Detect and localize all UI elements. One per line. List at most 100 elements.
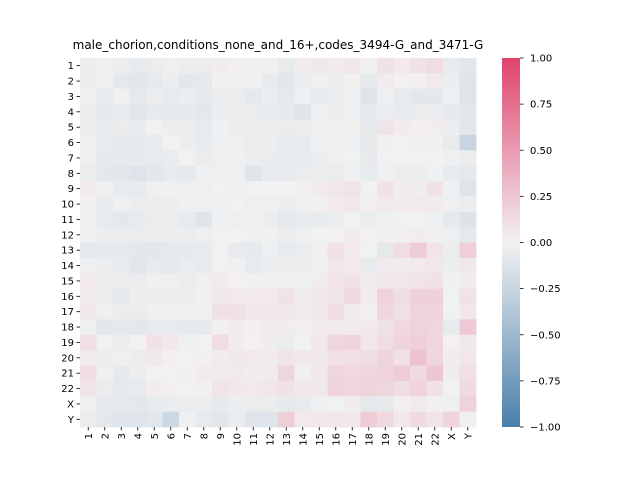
heatmap-cell: [129, 350, 147, 366]
colorbar-tick-label: 0.50: [530, 146, 552, 157]
heatmap-cell: [377, 134, 394, 151]
heatmap-cell: [360, 380, 378, 397]
heatmap-cell: [113, 334, 130, 351]
x-tick-label: X: [447, 433, 458, 440]
heatmap-cell: [212, 196, 229, 213]
colorbar: [502, 58, 520, 427]
heatmap-cell: [162, 58, 180, 74]
heatmap-cell: [360, 350, 378, 366]
x-tick-label: Y: [463, 432, 474, 440]
heatmap-cell: [311, 227, 328, 243]
heatmap-cell: [195, 334, 213, 351]
heatmap-cell: [129, 181, 147, 197]
heatmap-cell: [443, 288, 460, 305]
heatmap-cell: [179, 273, 196, 290]
heatmap-cell: [410, 380, 427, 397]
heatmap-cell: [311, 319, 328, 336]
heatmap-cell: [162, 119, 180, 136]
heatmap-cell: [245, 165, 262, 182]
heatmap-cell: [129, 365, 147, 382]
heatmap-cell: [410, 411, 427, 428]
heatmap-cell: [344, 411, 361, 428]
y-tick-label: 21: [61, 369, 74, 380]
heatmap-cell: [245, 365, 262, 382]
heatmap-cell: [179, 396, 196, 413]
heatmap-cell: [113, 319, 130, 336]
heatmap-cell: [443, 396, 460, 413]
heatmap-cell: [212, 411, 229, 428]
heatmap-cell: [96, 181, 114, 197]
heatmap-cell: [294, 119, 312, 136]
x-tick-label: 9: [216, 433, 227, 439]
y-tick-label: 20: [61, 353, 74, 364]
heatmap-cell: [311, 411, 328, 428]
x-tick-label: 10: [232, 433, 243, 446]
heatmap-cell: [393, 411, 411, 428]
heatmap-cell: [195, 181, 213, 197]
heatmap-cell: [228, 380, 246, 397]
heatmap-cell: [327, 227, 345, 243]
heatmap-cell: [146, 119, 163, 136]
heatmap-cell: [459, 104, 477, 120]
heatmap-cell: [96, 365, 114, 382]
heatmap-cell: [129, 134, 147, 151]
heatmap-cell: [278, 227, 295, 243]
heatmap-cell: [278, 365, 295, 382]
heatmap-cell: [360, 365, 378, 382]
heatmap-cell: [129, 319, 147, 336]
heatmap-cell: [377, 211, 394, 228]
heatmap-cell: [443, 58, 460, 74]
heatmap-cell: [311, 119, 328, 136]
heatmap-cell: [360, 58, 378, 74]
heatmap-cell: [146, 365, 163, 382]
heatmap-cell: [162, 165, 180, 182]
heatmap-cell: [360, 119, 378, 136]
heatmap-cell: [162, 196, 180, 213]
heatmap-cell: [410, 365, 427, 382]
heatmap-cell: [162, 380, 180, 397]
heatmap-cell: [96, 334, 114, 351]
heatmap-cell: [294, 73, 312, 90]
heatmap-cell: [393, 242, 411, 259]
heatmap-cell: [146, 380, 163, 397]
heatmap-cell: [344, 211, 361, 228]
y-tick-label: X: [67, 399, 74, 410]
heatmap-cell: [195, 396, 213, 413]
heatmap-cell: [278, 104, 295, 120]
heatmap-cell: [96, 73, 114, 90]
heatmap-cell: [278, 396, 295, 413]
heatmap-cell: [162, 134, 180, 151]
heatmap-cell: [162, 273, 180, 290]
chart-title: male_chorion,conditions_none_and_16+,cod…: [73, 38, 484, 52]
heatmap-cell: [228, 181, 246, 197]
heatmap-cell: [327, 334, 345, 351]
heatmap-cell: [426, 304, 444, 320]
heatmap-cell: [327, 242, 345, 259]
heatmap-cell: [393, 104, 411, 120]
heatmap-cell: [245, 150, 262, 167]
heatmap-cell: [96, 196, 114, 213]
heatmap-cell: [426, 288, 444, 305]
heatmap-cell: [344, 88, 361, 105]
heatmap-cell: [443, 365, 460, 382]
heatmap-cell: [129, 73, 147, 90]
heatmap-cell: [129, 242, 147, 259]
heatmap-cell: [113, 242, 130, 259]
heatmap-cell: [212, 119, 229, 136]
heatmap-cell: [393, 288, 411, 305]
heatmap-cell: [245, 273, 262, 290]
heatmap-cell: [294, 365, 312, 382]
heatmap-cell: [393, 134, 411, 151]
heatmap-cell: [162, 304, 180, 320]
y-tick-label: 3: [68, 92, 74, 103]
heatmap-cell: [410, 119, 427, 136]
heatmap-cell: [80, 196, 97, 213]
heatmap-cell: [393, 165, 411, 182]
heatmap-cell: [294, 350, 312, 366]
heatmap-cell: [311, 365, 328, 382]
heatmap-cell: [245, 304, 262, 320]
heatmap-cell: [311, 134, 328, 151]
heatmap-cell: [344, 104, 361, 120]
x-axis-ticks: 1 2 3 4 5 6 7 8 9 10 11 12 13 14 15 16 17 18 19 20 21 22 X Y: [84, 427, 474, 446]
heatmap-cell: [294, 334, 312, 351]
